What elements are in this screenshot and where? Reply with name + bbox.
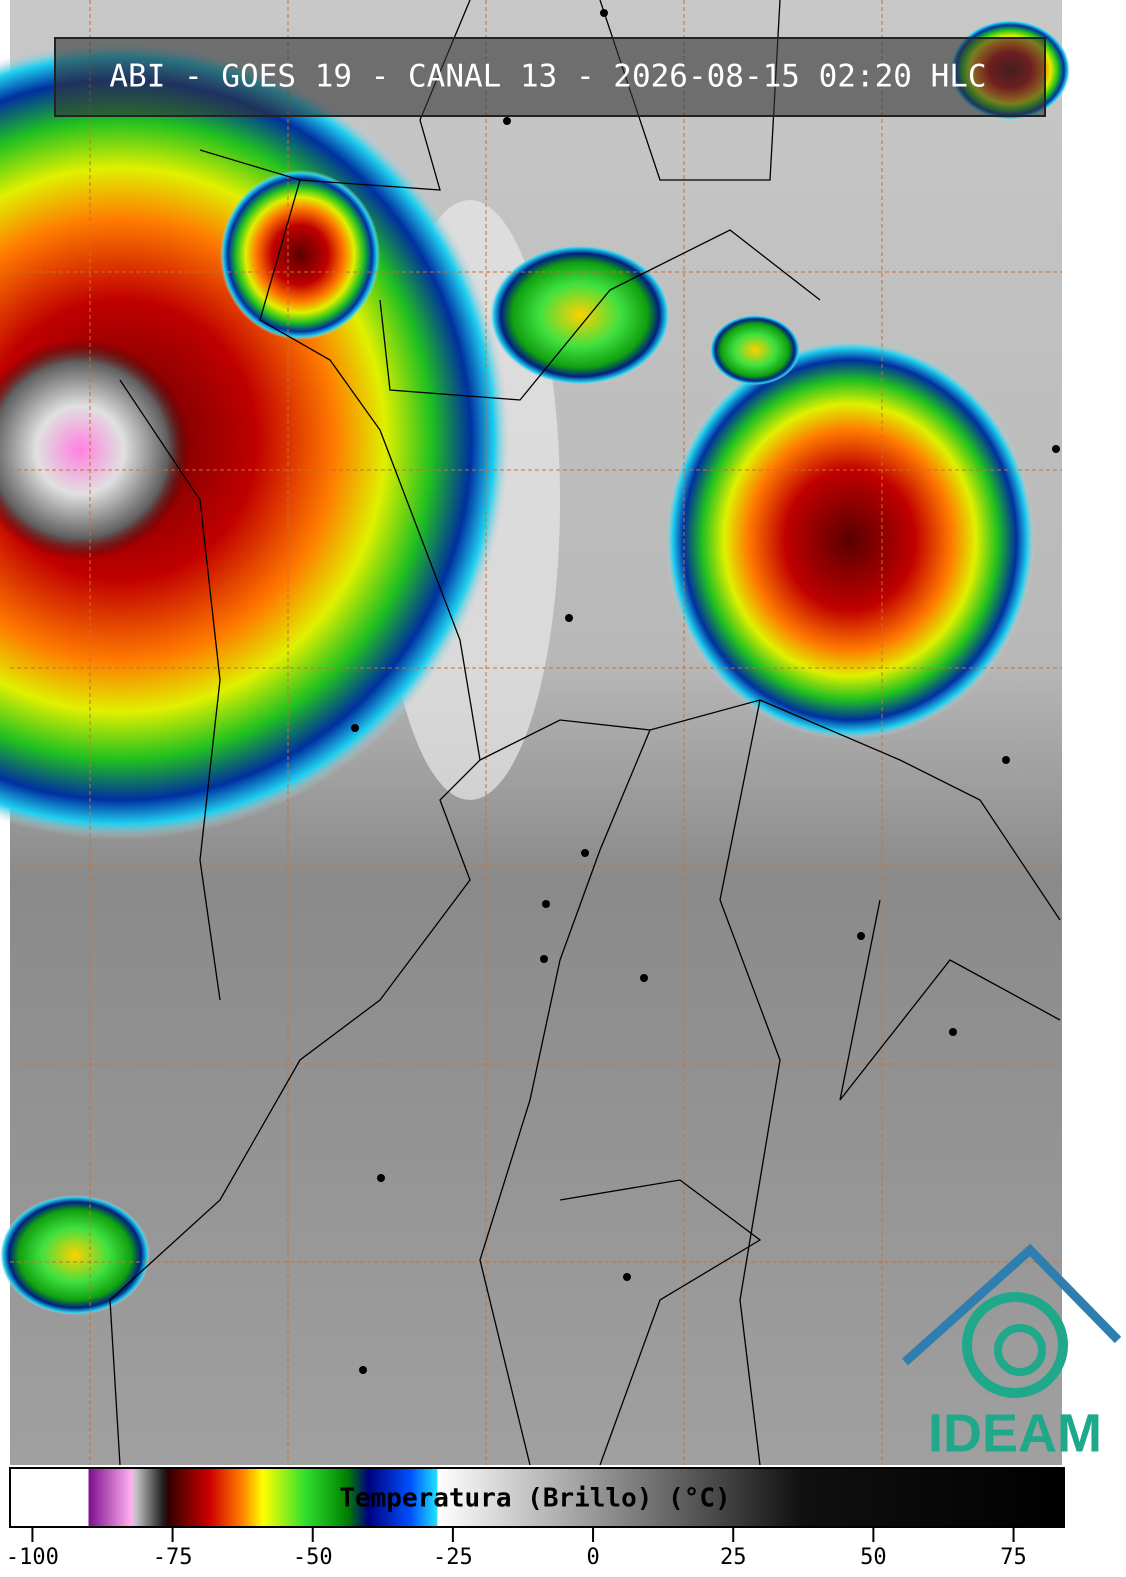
tick-label: -100 [6,1545,59,1570]
storm-cell [665,340,1035,740]
tick-label: 0 [586,1545,599,1570]
title-box [54,37,1046,117]
logo: IDEAM [901,1243,1122,1463]
storm-cell [0,1195,150,1315]
tick-label: -50 [293,1545,333,1570]
colorbar [9,1467,1065,1528]
storm-cell [0,40,510,840]
storm-core [0,340,190,560]
tick-label: 75 [1000,1545,1027,1570]
logo-text: IDEAM [928,1403,1102,1463]
cities [351,9,1060,1374]
storm-cell [490,245,670,385]
map-title: ABI - GOES 19 - CANAL 13 - 2026-08-15 02… [109,59,986,95]
storm-cell [220,170,380,340]
colorbar-label: Temperatura (Brillo) (°C) [339,1484,730,1514]
tick-label: 50 [860,1545,887,1570]
graticule [10,0,1062,1465]
storm-cell [710,315,800,385]
tick-label: -75 [153,1545,193,1570]
tick-label: 25 [720,1545,747,1570]
tick-label: -25 [433,1545,473,1570]
